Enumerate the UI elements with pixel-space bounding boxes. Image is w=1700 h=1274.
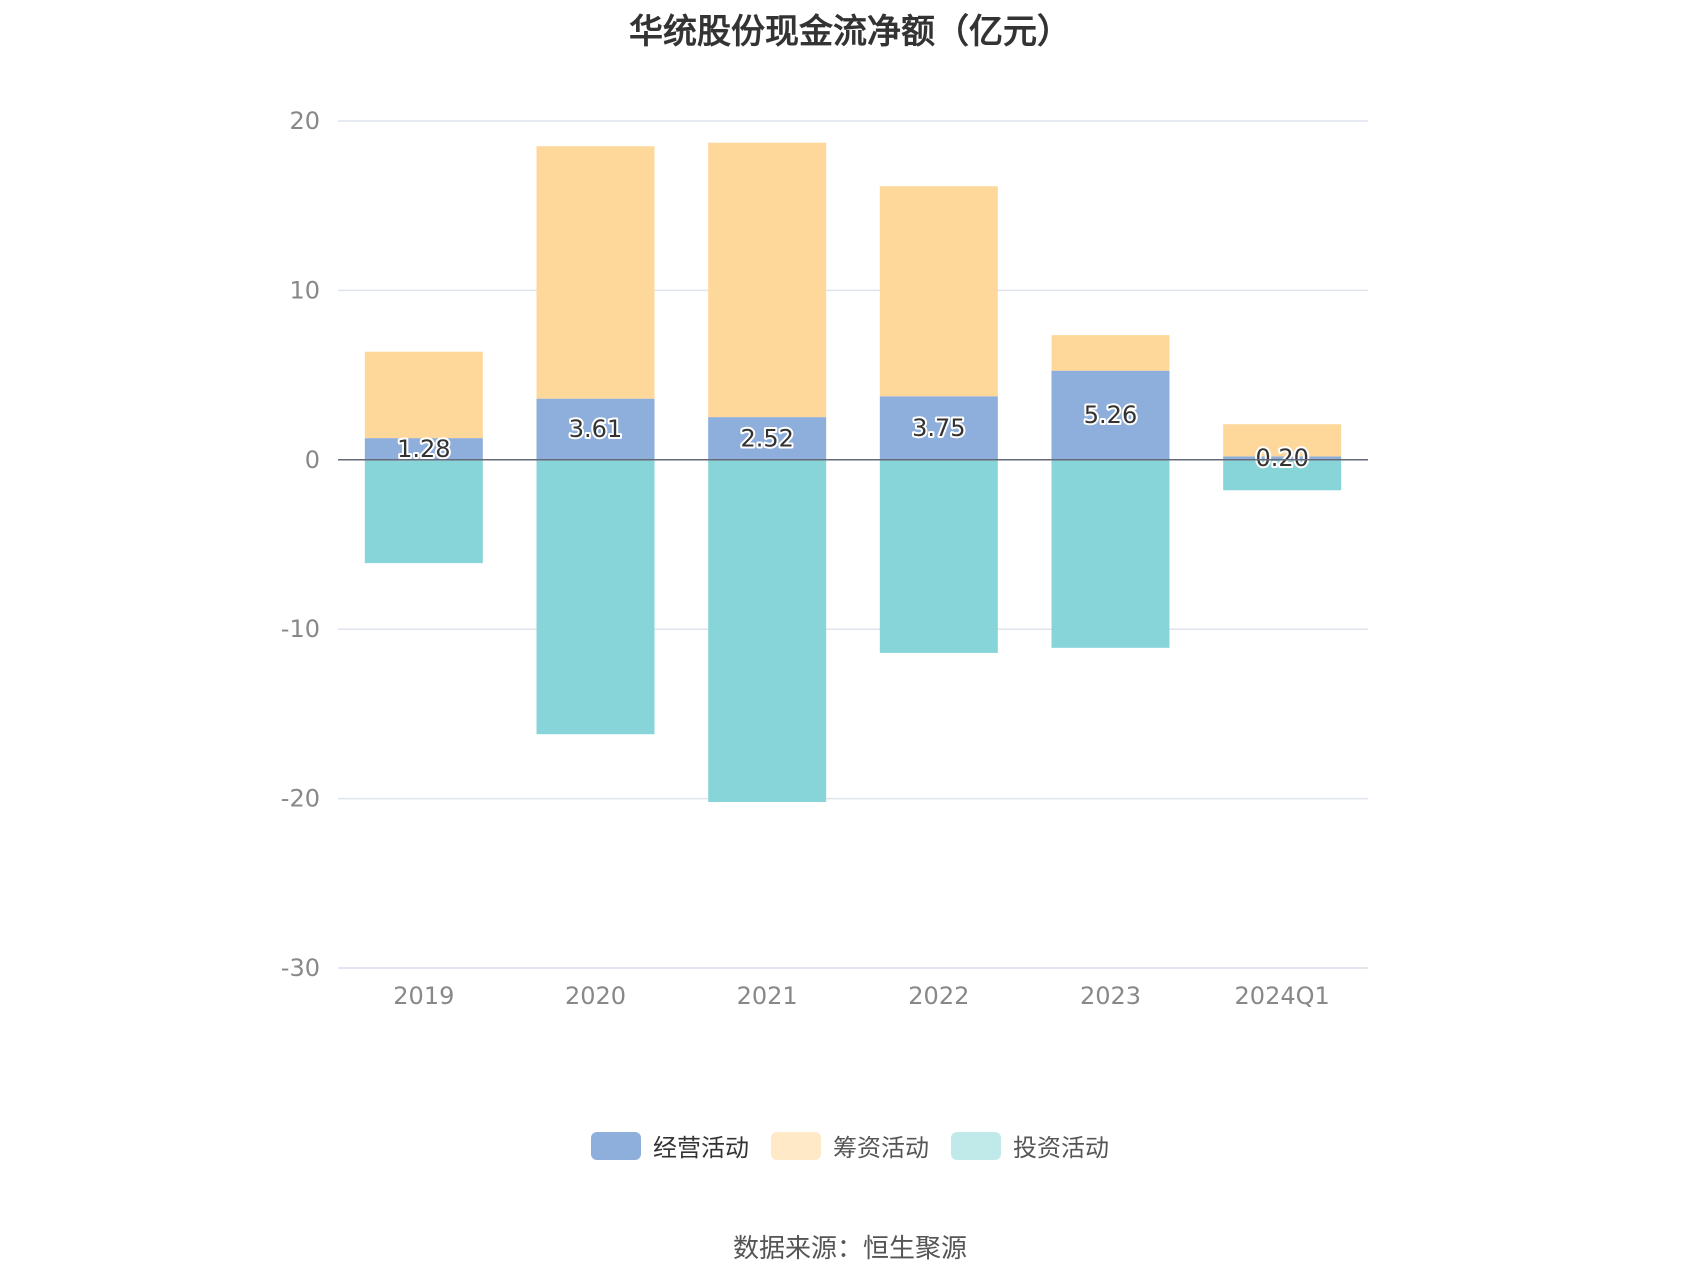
bar [879,396,998,460]
data-label: 3.75 [912,414,965,442]
bar [1223,424,1342,457]
bar [536,459,655,735]
legend-item[interactable]: 筹资活动 [771,1128,929,1163]
bar [1051,370,1170,460]
legend-label: 经营活动 [653,1134,749,1162]
legend-swatch [771,1131,821,1160]
bar [708,142,827,418]
bar [879,459,998,653]
bar [364,351,483,439]
bar [536,398,655,460]
legend-swatch [591,1131,641,1160]
y-tick-label: -10 [281,615,320,643]
data-label: 3.61 [569,415,622,443]
x-tick-label: 2023 [1080,982,1141,1010]
legend: 经营活动 筹资活动 投资活动 [0,1128,1700,1163]
bar [364,438,483,460]
y-tick-label: 20 [289,107,320,135]
bar [1051,335,1170,371]
x-tick-label: 2021 [737,982,798,1010]
y-tick-label: -30 [281,954,320,982]
legend-item[interactable]: 经营活动 [591,1128,749,1163]
bar [1223,459,1342,491]
legend-item[interactable]: 投资活动 [951,1128,1109,1163]
data-label: 0.20 [1255,444,1308,472]
y-tick-label: -20 [281,785,320,813]
y-tick-label: 0 [305,446,320,474]
legend-label: 筹资活动 [833,1134,929,1162]
bar [708,417,827,460]
bar [364,459,483,564]
x-tick-label: 2022 [908,982,969,1010]
x-tick-label: 2024Q1 [1235,982,1330,1010]
bar [1051,459,1170,648]
bar [1223,456,1342,460]
data-label: 5.26 [1084,401,1137,429]
legend-label: 投资活动 [1013,1134,1109,1162]
bar [536,146,655,399]
chart-title: 华统股份现金流净额（亿元） [629,12,1071,52]
data-label: 2.52 [740,424,793,452]
data-label: 1.28 [397,435,450,463]
x-tick-label: 2020 [565,982,626,1010]
legend-swatch [951,1131,1001,1160]
source-note: 数据来源：恒生聚源 [732,1234,967,1264]
bar [879,186,998,397]
y-tick-label: 10 [289,276,320,304]
bar [708,459,827,802]
x-tick-label: 2019 [393,982,454,1010]
